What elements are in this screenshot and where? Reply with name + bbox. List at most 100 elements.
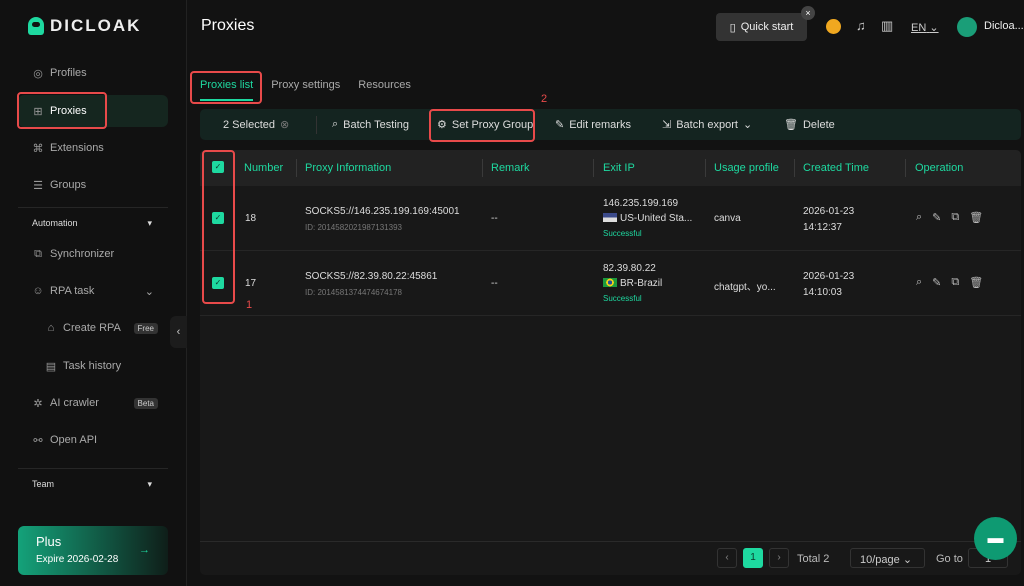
number: 18 — [245, 213, 257, 224]
time: 14:12:37 — [803, 222, 842, 233]
chat-support-button[interactable]: ▬ — [974, 517, 1017, 560]
label: Set Proxy Group — [451, 118, 534, 131]
collapse-sidebar-button[interactable]: ‹ — [170, 316, 187, 348]
table-row[interactable]: ✓ 17 SOCKS5://82.39.80.22:45861 ID: 20145… — [200, 251, 1021, 316]
sidebar-item-profiles[interactable]: ◎ Profiles — [18, 57, 168, 89]
label: Groups — [50, 179, 87, 191]
usage-profile[interactable]: canva — [714, 213, 741, 224]
batch-testing-button[interactable]: ⌕ Batch Testing — [332, 118, 409, 131]
test-icon[interactable]: ⌕ — [916, 276, 923, 288]
date: 2026-01-23 — [803, 206, 855, 217]
label: Automation — [32, 218, 78, 228]
select-all-checkbox[interactable]: ✓ — [212, 161, 224, 173]
proxy-info: SOCKS5://82.39.80.22:45861 ID: 2014581374… — [305, 271, 437, 297]
delete-button[interactable]: 🗑 Delete — [784, 118, 835, 132]
page-1-button[interactable]: 1 — [743, 548, 763, 568]
export-icon: ⇲ — [662, 119, 672, 131]
total-count: Total 2 — [797, 553, 830, 565]
time: 14:10:03 — [803, 287, 842, 298]
label: Delete — [802, 118, 835, 131]
status: Successful — [603, 294, 642, 303]
edit-remarks-button[interactable]: ✎ Edit remarks — [555, 118, 631, 132]
clear-selection-icon[interactable]: ⊗ — [279, 119, 290, 131]
batch-export-button[interactable]: ⇲ Batch export ⌄ — [662, 118, 752, 132]
sidebar-item-synchronizer[interactable]: ⧉ Synchronizer — [18, 238, 168, 270]
divider — [316, 116, 317, 134]
br-flag-icon — [603, 278, 617, 287]
proxy-address: SOCKS5://82.39.80.22:45861 — [305, 271, 438, 282]
network-icon: ⊞ — [33, 105, 43, 118]
bug-icon: ✲ — [33, 397, 43, 410]
edit-icon[interactable]: ✎ — [932, 277, 942, 289]
tab-resources[interactable]: Resources — [358, 79, 411, 91]
copy-icon[interactable]: ⧉ — [951, 211, 960, 223]
avatar[interactable] — [957, 17, 977, 37]
table-header: ✓ Number Proxy Information Remark Exit I… — [200, 150, 1021, 186]
team-section[interactable]: Team ▾ — [32, 479, 152, 490]
tab-proxy-settings[interactable]: Proxy settings — [271, 79, 341, 91]
divider — [18, 468, 168, 469]
plan-card[interactable]: Plus Expire 2026-02-28 → — [18, 526, 168, 575]
label: Open API — [50, 434, 98, 446]
label: AI crawler — [50, 397, 99, 409]
user-name[interactable]: Dicloa... — [984, 20, 1024, 32]
exit-ip: 82.39.80.22 BR-Brazil Successful — [603, 261, 662, 306]
ip: 146.235.199.169 — [603, 198, 679, 209]
close-quick-start-icon[interactable]: × — [801, 6, 815, 20]
set-proxy-group-button[interactable]: ⚙ Set Proxy Group — [437, 118, 534, 132]
automation-section[interactable]: Automation ▾ — [32, 218, 152, 229]
remark: -- — [491, 278, 498, 289]
sidebar-item-open-api[interactable]: ⚯ Open API — [18, 424, 168, 456]
pagination: ‹ 1 › Total 2 10/page ⌄ Go to 1 — [200, 541, 1021, 575]
divider — [794, 159, 795, 177]
store-icon: ⌂ — [47, 322, 55, 334]
trash-icon[interactable]: 🗑 — [969, 277, 984, 289]
label: Profiles — [50, 67, 87, 79]
proxy-address: SOCKS5://146.235.199.169:45001 — [305, 206, 460, 217]
document-icon: ▤ — [45, 360, 57, 373]
prev-page-button[interactable]: ‹ — [717, 548, 737, 568]
coin-icon[interactable] — [826, 19, 841, 34]
book-open-icon[interactable]: ▥ — [881, 18, 894, 33]
usage-profile[interactable]: chatgpt、yo... — [714, 282, 776, 293]
header-operation: Operation — [915, 162, 964, 174]
edit-icon[interactable]: ✎ — [932, 212, 942, 224]
sidebar-item-task-history[interactable]: ▤ Task history — [18, 350, 168, 382]
trash-icon: 🗑 — [784, 119, 798, 131]
copy-icon[interactable]: ⧉ — [951, 276, 960, 288]
row-checkbox[interactable]: ✓ — [212, 277, 224, 289]
sidebar-item-ai-crawler[interactable]: ✲ AI crawler Beta — [18, 387, 168, 419]
label: Task history — [63, 360, 122, 372]
logo-icon — [28, 17, 44, 35]
operations: ⌕ ✎ ⧉ 🗑 — [916, 211, 983, 224]
remark: -- — [491, 213, 498, 224]
header-proxy-information: Proxy Information — [305, 162, 392, 174]
sidebar-item-rpa-task[interactable]: ☺ RPA task ⌄ — [18, 275, 168, 307]
language-select[interactable]: EN ⌄ — [911, 21, 939, 34]
label: Quick start — [740, 21, 794, 33]
caret-down-icon: ▾ — [147, 479, 152, 489]
sidebar-item-groups[interactable]: ☰ Groups — [18, 169, 168, 201]
next-page-button[interactable]: › — [769, 548, 789, 568]
annotation-box-set-proxy-group — [429, 109, 535, 142]
status: Successful — [603, 229, 642, 238]
book-icon: ▯ — [729, 21, 736, 34]
quick-start-button[interactable]: ▯ Quick start — [716, 13, 807, 41]
bell-icon[interactable]: ♫ — [856, 18, 866, 33]
header-remark: Remark — [491, 162, 530, 174]
table-row[interactable]: ✓ 18 SOCKS5://146.235.199.169:45001 ID: 2… — [200, 186, 1021, 251]
sidebar-item-extensions[interactable]: ⌘ Extensions — [18, 132, 168, 164]
number: 17 — [245, 278, 257, 289]
country: BR-Brazil — [620, 278, 663, 289]
robot-icon: ☺ — [32, 285, 44, 297]
trash-icon[interactable]: 🗑 — [969, 212, 984, 224]
sidebar-item-proxies[interactable]: ⊞ Proxies — [18, 95, 168, 127]
link-icon: ⚯ — [33, 434, 43, 447]
test-icon[interactable]: ⌕ — [916, 211, 923, 223]
tab-proxies-list[interactable]: Proxies list — [200, 79, 254, 101]
page-size-select[interactable]: 10/page ⌄ — [850, 548, 925, 568]
row-checkbox[interactable]: ✓ — [212, 212, 224, 224]
chevron-down-icon: ⌄ — [929, 22, 939, 34]
label: 2 Selected — [223, 118, 275, 131]
sidebar-item-create-rpa[interactable]: ⌂ Create RPA Free — [18, 312, 168, 344]
